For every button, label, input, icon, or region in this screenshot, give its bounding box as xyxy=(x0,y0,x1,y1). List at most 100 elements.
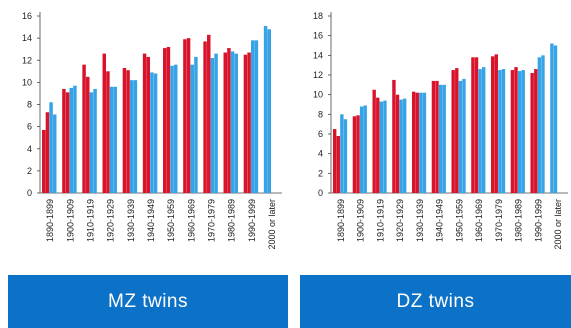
bar-blue xyxy=(442,84,446,193)
bar-red xyxy=(126,70,130,193)
bar-red xyxy=(65,92,70,193)
y-tick-label: 0 xyxy=(27,188,32,198)
y-tick-label: 2 xyxy=(27,166,32,176)
y-tick-label: 12 xyxy=(313,70,323,80)
mz-twins-label: MZ twins xyxy=(8,275,288,328)
bar-blue xyxy=(438,84,443,193)
bar-red xyxy=(372,89,376,193)
x-tick-label: 1960-1969 xyxy=(186,199,196,242)
bar-blue xyxy=(399,99,403,193)
x-tick-label: 1970-1979 xyxy=(494,199,504,242)
bar-blue xyxy=(482,67,486,193)
x-tick-label: 1930-1939 xyxy=(126,199,136,242)
bar-blue xyxy=(73,85,77,193)
bar-blue xyxy=(254,40,259,194)
bar-blue xyxy=(53,114,57,193)
bar-red xyxy=(451,70,455,193)
bar-red xyxy=(227,48,231,193)
bar-red xyxy=(122,67,127,193)
bar-red xyxy=(431,80,436,193)
x-tick-label: 1960-1969 xyxy=(474,199,484,242)
bar-blue xyxy=(89,92,94,193)
bar-blue xyxy=(553,45,558,193)
x-tick-label: 1910-1919 xyxy=(85,199,95,242)
bar-red xyxy=(376,97,380,193)
bar-red xyxy=(106,71,110,193)
bar-blue xyxy=(133,80,138,193)
y-tick-label: 4 xyxy=(318,149,323,159)
bar-blue xyxy=(462,78,466,193)
y-tick-label: 16 xyxy=(22,11,32,21)
bar-red xyxy=(146,56,150,194)
bar-red xyxy=(392,79,396,193)
x-tick-label: 1890-1899 xyxy=(336,199,346,242)
x-tick-label: 1940-1949 xyxy=(435,199,445,242)
bar-blue xyxy=(263,25,268,194)
bar-red xyxy=(207,34,211,194)
bar-red xyxy=(395,94,400,193)
bar-red xyxy=(332,129,337,193)
bar-blue xyxy=(194,56,198,194)
bar-red xyxy=(42,129,46,193)
bar-blue xyxy=(251,40,255,194)
x-tick-label: 1920-1929 xyxy=(395,199,405,242)
bar-blue xyxy=(478,69,482,193)
bar-red xyxy=(471,57,475,193)
x-tick-label: 1980-1989 xyxy=(227,199,237,242)
bar-red xyxy=(45,112,50,193)
bar-blue xyxy=(537,57,542,193)
bar-blue xyxy=(153,73,158,193)
bar-blue xyxy=(109,86,114,193)
x-tick-label: 1920-1929 xyxy=(106,199,116,242)
bar-blue xyxy=(267,29,271,194)
bar-red xyxy=(435,80,439,193)
bar-blue xyxy=(190,64,194,194)
twins-bar-charts: 0 2 4 6 8 10 12 14 16 1890-1899 1900-1909 1910-1919… xyxy=(22,11,568,250)
bar-red xyxy=(203,41,207,193)
bar-blue xyxy=(130,80,134,193)
bar-red xyxy=(530,73,534,193)
bar-blue xyxy=(541,55,545,193)
bar-blue xyxy=(517,71,522,193)
bar-red xyxy=(415,92,419,193)
bar-red xyxy=(411,91,416,193)
bar-blue xyxy=(403,98,407,193)
x-tick-label: 1990-1999 xyxy=(247,199,257,242)
bar-red xyxy=(534,69,538,193)
y-tick-label: 10 xyxy=(22,77,32,87)
x-tick-label: 2000 or later xyxy=(267,199,277,250)
bar-blue xyxy=(214,53,218,193)
y-tick-label: 6 xyxy=(318,129,323,139)
bar-red xyxy=(183,39,187,194)
bar-blue xyxy=(379,101,384,193)
bar-red xyxy=(62,89,66,193)
y-tick-label: 18 xyxy=(313,11,323,21)
bar-red xyxy=(514,67,518,193)
y-tick-label: 6 xyxy=(27,122,32,132)
dz-twins-label: DZ twins xyxy=(300,275,571,328)
bar-blue xyxy=(419,92,423,193)
bar-red xyxy=(243,54,248,193)
x-tick-label: 1950-1959 xyxy=(166,199,176,242)
x-tick-label: 1910-1919 xyxy=(375,199,385,242)
y-tick-label: 12 xyxy=(22,55,32,65)
bar-red xyxy=(474,57,479,193)
bar-blue xyxy=(550,43,554,193)
y-tick-label: 10 xyxy=(313,90,323,100)
y-tick-label: 8 xyxy=(318,109,323,119)
y-tick-label: 14 xyxy=(313,50,323,60)
x-tick-label: 1990-1999 xyxy=(533,199,543,242)
bar-blue xyxy=(343,119,348,193)
bar-red xyxy=(356,115,360,193)
x-tick-label: 1950-1959 xyxy=(454,199,464,242)
bar-red xyxy=(510,70,515,193)
x-tick-label: 1890-1899 xyxy=(45,199,55,242)
bar-red xyxy=(336,135,340,193)
bar-blue xyxy=(521,70,525,193)
x-tick-label: 1900-1909 xyxy=(65,199,75,242)
bar-red xyxy=(247,52,251,194)
bar-blue xyxy=(93,89,97,193)
y-tick-label: 0 xyxy=(318,188,323,198)
bar-blue xyxy=(113,86,117,193)
bar-blue xyxy=(69,87,73,193)
